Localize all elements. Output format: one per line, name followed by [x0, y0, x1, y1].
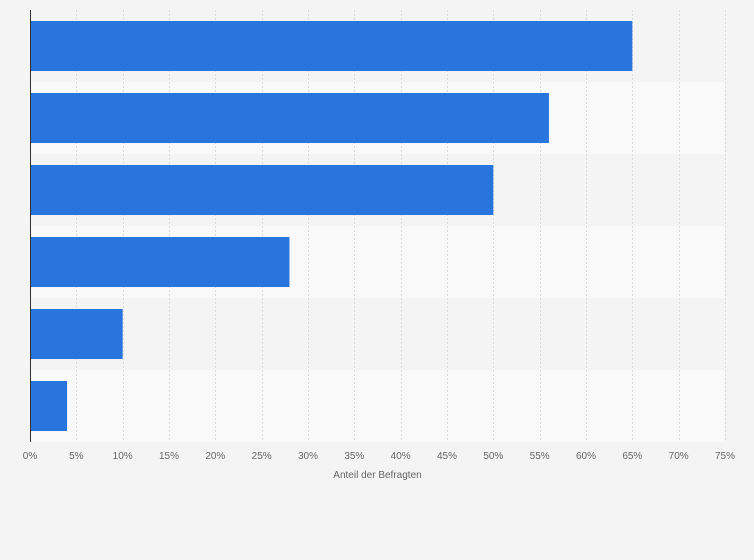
x-tick-label: 50%	[483, 451, 503, 462]
x-tick-label: 35%	[344, 451, 364, 462]
row-band	[30, 298, 725, 370]
x-tick-label: 0%	[23, 451, 38, 462]
x-tick-label: 45%	[437, 451, 457, 462]
x-tick-label: 30%	[298, 451, 318, 462]
bar	[30, 237, 290, 287]
x-tick-label: 55%	[530, 451, 550, 462]
bars	[30, 21, 633, 431]
x-tick-label: 75%	[715, 451, 735, 462]
x-tick-label: 60%	[576, 451, 596, 462]
row-band	[30, 370, 725, 442]
x-tick-label: 40%	[391, 451, 411, 462]
gridlines	[76, 10, 726, 442]
x-tick-label: 10%	[113, 451, 133, 462]
x-tick-label: 20%	[205, 451, 225, 462]
bar	[30, 309, 123, 359]
x-axis-title: Anteil der Befragten	[333, 470, 421, 481]
bar	[30, 381, 68, 431]
x-tick-label: 70%	[669, 451, 689, 462]
x-tick-label: 5%	[69, 451, 84, 462]
x-tick-label: 15%	[159, 451, 179, 462]
x-axis-ticks: 0% 5% 10% 15% 20% 25% 30% 35% 40% 45% 50% 55% 60% 65%…	[23, 451, 735, 462]
x-tick-label: 25%	[252, 451, 272, 462]
bar	[30, 21, 633, 71]
bar	[30, 93, 549, 143]
x-tick-label: 65%	[622, 451, 642, 462]
row-bands	[30, 10, 725, 442]
bar	[30, 165, 494, 215]
